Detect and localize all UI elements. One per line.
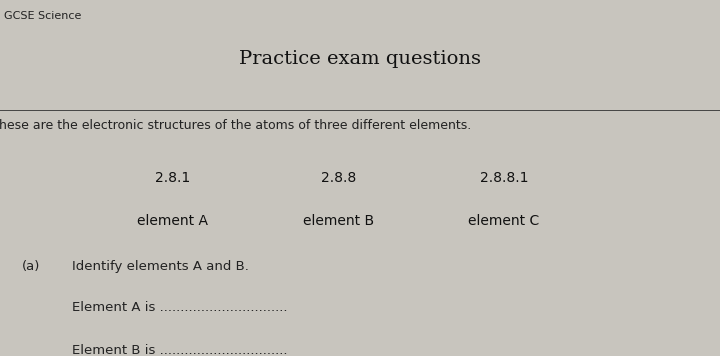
Text: 2.8.8: 2.8.8 [321, 171, 356, 185]
Text: element A: element A [138, 214, 208, 227]
Text: Element B is ...............................: Element B is ...........................… [72, 344, 287, 356]
Text: (a): (a) [22, 260, 40, 273]
Text: hese are the electronic structures of the atoms of three different elements.: hese are the electronic structures of th… [0, 119, 471, 132]
Text: element B: element B [303, 214, 374, 227]
Text: 2.8.1: 2.8.1 [156, 171, 190, 185]
Text: Practice exam questions: Practice exam questions [239, 50, 481, 68]
Text: Element A is ...............................: Element A is ...........................… [72, 301, 287, 314]
Text: Identify elements A and B.: Identify elements A and B. [72, 260, 249, 273]
Text: element C: element C [469, 214, 539, 227]
Text: 2.8.8.1: 2.8.8.1 [480, 171, 528, 185]
Text: GCSE Science: GCSE Science [4, 11, 81, 21]
